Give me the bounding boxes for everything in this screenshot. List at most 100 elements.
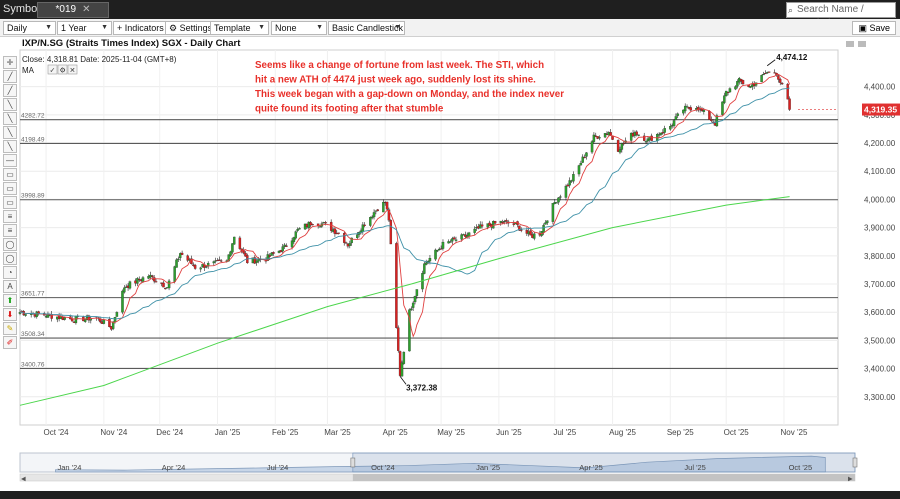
candle-up — [179, 253, 182, 259]
y-tick-label: 4,400.00 — [864, 83, 896, 92]
candle-up — [559, 196, 562, 198]
candle-down — [244, 252, 247, 257]
candle-up — [577, 165, 581, 175]
range-select[interactable]: 1 Year ▼ — [57, 21, 112, 35]
navigator-selection — [352, 452, 856, 473]
fib-tool-icon[interactable]: ≡ — [3, 210, 17, 223]
candle-down — [395, 243, 398, 328]
chart-title: IXP/N.SG (Straits Times Index) SGX - Dai… — [22, 38, 241, 49]
candle-up — [348, 243, 352, 246]
period-select-label: Daily — [7, 23, 28, 33]
candle-down — [180, 252, 184, 255]
candle-up — [765, 72, 769, 74]
ellipse-tool-icon[interactable]: ◯ — [3, 238, 17, 251]
chevron-down-icon: ▼ — [394, 24, 401, 31]
channel-tool-icon[interactable]: ▭ — [3, 182, 17, 195]
line-tool-icon[interactable]: ╲ — [3, 126, 17, 139]
line-tool-icon[interactable]: ╲ — [3, 112, 17, 125]
overlay-select[interactable]: None ▼ — [271, 21, 327, 35]
crosshair-icon[interactable]: ✛ — [3, 56, 17, 69]
candle-up — [436, 250, 439, 252]
candle-down — [329, 221, 333, 231]
y-tick-label: 4,000.00 — [864, 195, 896, 204]
period-select[interactable]: Daily ▼ — [3, 21, 56, 35]
eraser-icon[interactable]: ✐ — [3, 336, 17, 349]
candle-up — [233, 236, 236, 245]
price-chart[interactable]: 3,300.00 3,400.00 3,500.00 3,600.00 3,700.00… — [0, 36, 900, 491]
line-tool-icon[interactable]: ╲ — [3, 98, 17, 111]
indicators-button[interactable]: + Indicators — [113, 21, 168, 35]
x-tick-label: Jan '25 — [215, 428, 241, 437]
channel-tool-icon[interactable]: ▭ — [3, 168, 17, 181]
candle-up — [167, 280, 171, 289]
candle-up — [603, 133, 607, 138]
candle-up — [644, 141, 648, 143]
candle-down — [272, 252, 275, 254]
candle-down — [488, 222, 491, 226]
save-button[interactable]: ▣ Save — [852, 21, 896, 35]
candle-down — [376, 209, 379, 212]
ellipse-tool-icon[interactable]: ◯ — [3, 252, 17, 265]
navigator-label: Jul '25 — [684, 463, 705, 472]
candle-down — [512, 223, 516, 225]
candle-up — [205, 266, 208, 268]
candle-down — [689, 107, 693, 111]
candle-up — [451, 238, 454, 242]
line-tool-icon[interactable]: ╲ — [3, 140, 17, 153]
candle-up — [369, 217, 372, 226]
candle-up — [400, 362, 404, 377]
settings-button[interactable]: ⚙ Settings — [165, 21, 217, 35]
candle-up — [115, 312, 119, 317]
candle-up — [702, 110, 706, 112]
candle-down — [87, 315, 91, 321]
candle-up — [682, 109, 685, 114]
x-tick-label: Dec '24 — [156, 428, 183, 437]
candle-down — [108, 319, 111, 327]
template-select[interactable]: Template ▼ — [210, 21, 269, 35]
arrow-up-icon[interactable]: ⬆ — [3, 294, 17, 307]
x-tick-label: Nov '24 — [100, 428, 127, 437]
candle-down — [154, 281, 158, 283]
candle-up — [294, 231, 297, 239]
close-icon[interactable]: ✕ — [82, 4, 91, 15]
last-price-label: 4,319.35 — [864, 105, 897, 115]
candle-down — [788, 98, 791, 110]
navigator-label: Apr '24 — [162, 463, 186, 472]
navigator-label: Jan '24 — [57, 463, 81, 472]
arrow-down-icon[interactable]: ⬇ — [3, 308, 17, 321]
moving-average-line — [19, 73, 791, 338]
candle-down — [342, 233, 346, 243]
candle-up — [290, 240, 294, 248]
fib-tool-icon[interactable]: ≡ — [3, 224, 17, 237]
candle-down — [622, 143, 625, 145]
chevron-down-icon: ▼ — [45, 24, 52, 31]
y-tick-label: 3,300.00 — [864, 393, 896, 402]
candle-up — [136, 278, 139, 284]
symbol-tab[interactable]: *019 ✕ — [37, 2, 109, 18]
candle-up — [460, 234, 463, 240]
highlighter-icon[interactable]: ✎ — [3, 322, 17, 335]
candle-down — [238, 237, 242, 249]
text-tool-icon[interactable]: A — [3, 280, 17, 293]
chart-type-select[interactable]: Basic Candlestick ▼ — [328, 21, 405, 35]
candle-up — [113, 316, 117, 323]
candle-up — [669, 126, 672, 130]
x-tick-label: Mar '25 — [324, 428, 351, 437]
chart-type-select-label: Basic Candlestick — [332, 23, 404, 33]
candle-down — [520, 229, 523, 231]
search-input[interactable]: ⌕Search Name / Symbol — [786, 2, 896, 29]
hline-tool-icon[interactable]: — — [3, 154, 17, 167]
overlay-select-label: None — [275, 23, 297, 33]
channel-tool-icon[interactable]: ▭ — [3, 196, 17, 209]
candle-up — [318, 226, 322, 228]
y-tick-label: 3,500.00 — [864, 336, 896, 345]
candle-down — [337, 232, 340, 234]
fan-tool-icon[interactable]: ◔ — [3, 266, 17, 279]
candle-down — [726, 91, 730, 93]
candle-up — [555, 202, 558, 204]
candle-up — [411, 302, 415, 308]
candle-up — [723, 95, 726, 103]
line-tool-icon[interactable]: ╱ — [3, 70, 17, 83]
line-tool-icon[interactable]: ╱ — [3, 84, 17, 97]
candle-up — [683, 105, 687, 112]
